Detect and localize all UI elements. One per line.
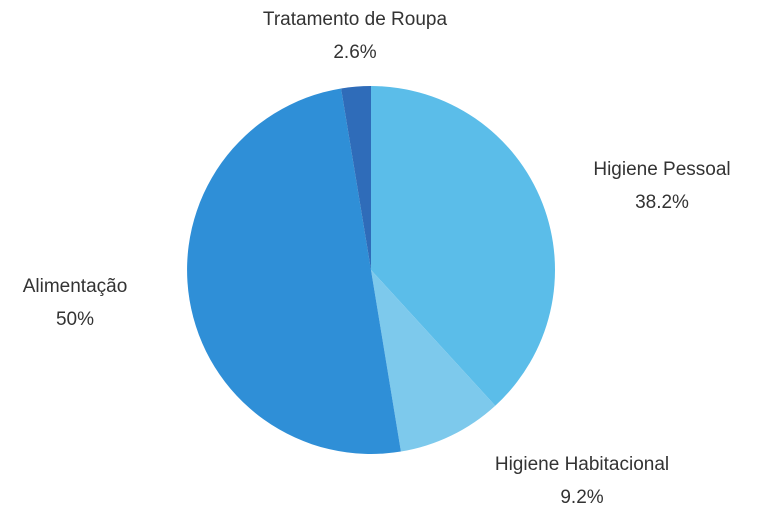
slice-value-label: 38.2% [635,192,689,213]
slice-label: Tratamento de Roupa [263,9,448,30]
pie-slice [371,86,556,406]
slice-value-label: 50% [56,309,94,330]
slice-value-label: 2.6% [333,42,376,63]
pie-slice [341,86,371,270]
pie-slice [371,270,496,452]
slice-label: Alimentação [23,276,128,297]
slice-label: Higiene Pessoal [593,159,730,180]
pie-slice [187,88,401,454]
slice-value-label: 9.2% [560,487,603,507]
slice-label: Higiene Habitacional [495,454,669,475]
